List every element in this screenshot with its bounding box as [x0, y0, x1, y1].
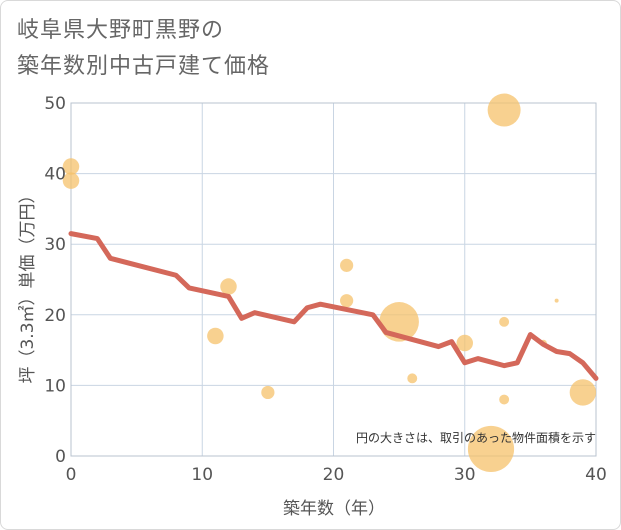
x-tick-labels: 0 10 20 30 40	[66, 465, 607, 485]
chart-title-line-2: 築年数別中古戸建て価格	[17, 54, 271, 79]
x-tick-label-0: 0	[66, 465, 77, 485]
bubble-10	[467, 425, 515, 473]
bubble-size-note: 円の大きさは、取引のあった物件面積を示す	[356, 430, 596, 445]
bubble-12	[499, 316, 510, 327]
bubble-4	[261, 385, 275, 400]
chart-title: 岐阜県大野町黒野の 築年数別中古戸建て価格	[17, 13, 270, 85]
bubble-0	[62, 158, 80, 175]
bubble-16	[569, 379, 597, 406]
y-axis-title: 坪（3.3㎡）単価（万円）	[18, 186, 38, 383]
y-tick-label-3: 30	[44, 235, 66, 255]
y-tick-label-1: 10	[44, 376, 66, 396]
grid	[70, 102, 597, 457]
bubble-11	[487, 93, 521, 127]
bubble-6	[340, 294, 354, 308]
x-tick-label-3: 30	[454, 465, 476, 485]
bubble-9	[456, 334, 473, 352]
bubble-5	[340, 258, 354, 272]
trend-line	[68, 231, 599, 381]
y-tick-label-0: 0	[55, 447, 66, 467]
x-tick-label-4: 40	[585, 465, 607, 485]
bubble-2	[207, 327, 224, 345]
bubble-13	[499, 394, 510, 405]
bubble-3	[220, 278, 237, 295]
trend-line-group	[68, 231, 599, 381]
x-tick-label-1: 10	[191, 465, 213, 485]
x-tick-label-2: 20	[323, 465, 345, 485]
x-axis-title: 築年数（年）	[283, 499, 385, 519]
bubble-1	[62, 172, 80, 189]
bubbles	[62, 93, 597, 473]
bubble-15	[554, 298, 559, 303]
y-tick-labels: 0 10 20 30 40 50	[44, 94, 66, 467]
y-tick-label-4: 40	[44, 165, 66, 185]
chart-title-line-1: 岐阜県大野町黒野の	[17, 18, 225, 43]
y-tick-label-5: 50	[44, 94, 66, 114]
plot-area-border	[70, 102, 597, 457]
bubble-8	[407, 373, 418, 384]
y-tick-label-2: 20	[44, 306, 66, 326]
